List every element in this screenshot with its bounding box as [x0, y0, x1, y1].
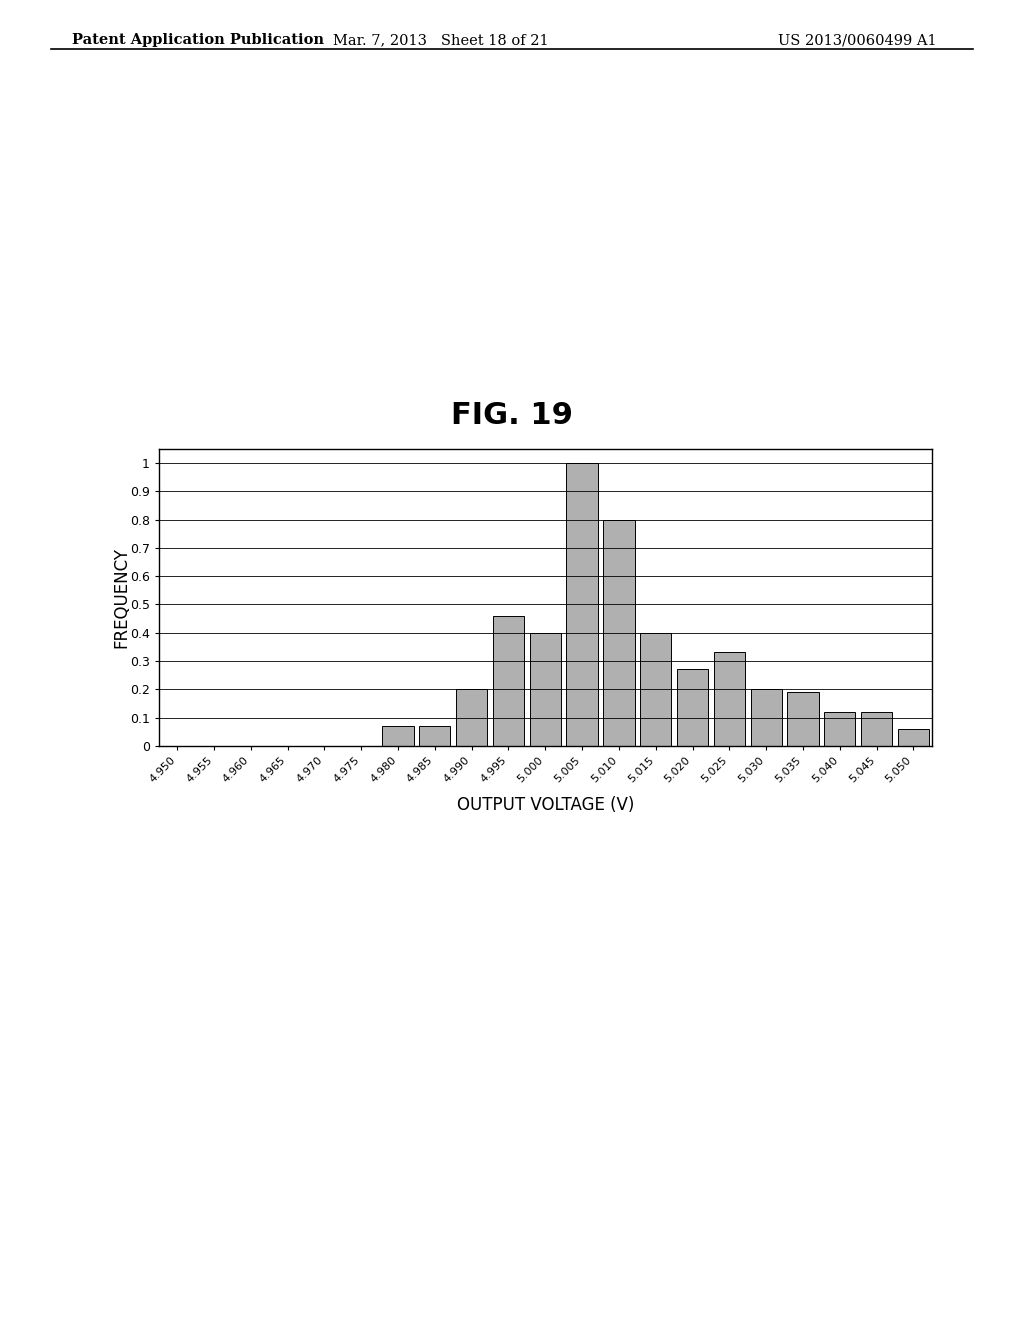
- Bar: [640, 632, 672, 746]
- Bar: [677, 669, 709, 746]
- Text: FIG. 19: FIG. 19: [451, 401, 573, 430]
- Bar: [382, 726, 414, 746]
- Bar: [566, 463, 598, 746]
- Bar: [861, 711, 892, 746]
- Bar: [898, 729, 929, 746]
- Y-axis label: FREQUENCY: FREQUENCY: [113, 546, 130, 648]
- Bar: [751, 689, 781, 746]
- Bar: [493, 615, 524, 746]
- Text: Patent Application Publication: Patent Application Publication: [72, 33, 324, 48]
- Bar: [787, 692, 818, 746]
- Text: Mar. 7, 2013   Sheet 18 of 21: Mar. 7, 2013 Sheet 18 of 21: [333, 33, 548, 48]
- Bar: [419, 726, 451, 746]
- Bar: [603, 520, 635, 746]
- Bar: [714, 652, 745, 746]
- Text: US 2013/0060499 A1: US 2013/0060499 A1: [778, 33, 937, 48]
- Bar: [824, 711, 855, 746]
- Bar: [529, 632, 561, 746]
- Bar: [456, 689, 487, 746]
- X-axis label: OUTPUT VOLTAGE (V): OUTPUT VOLTAGE (V): [457, 796, 634, 813]
